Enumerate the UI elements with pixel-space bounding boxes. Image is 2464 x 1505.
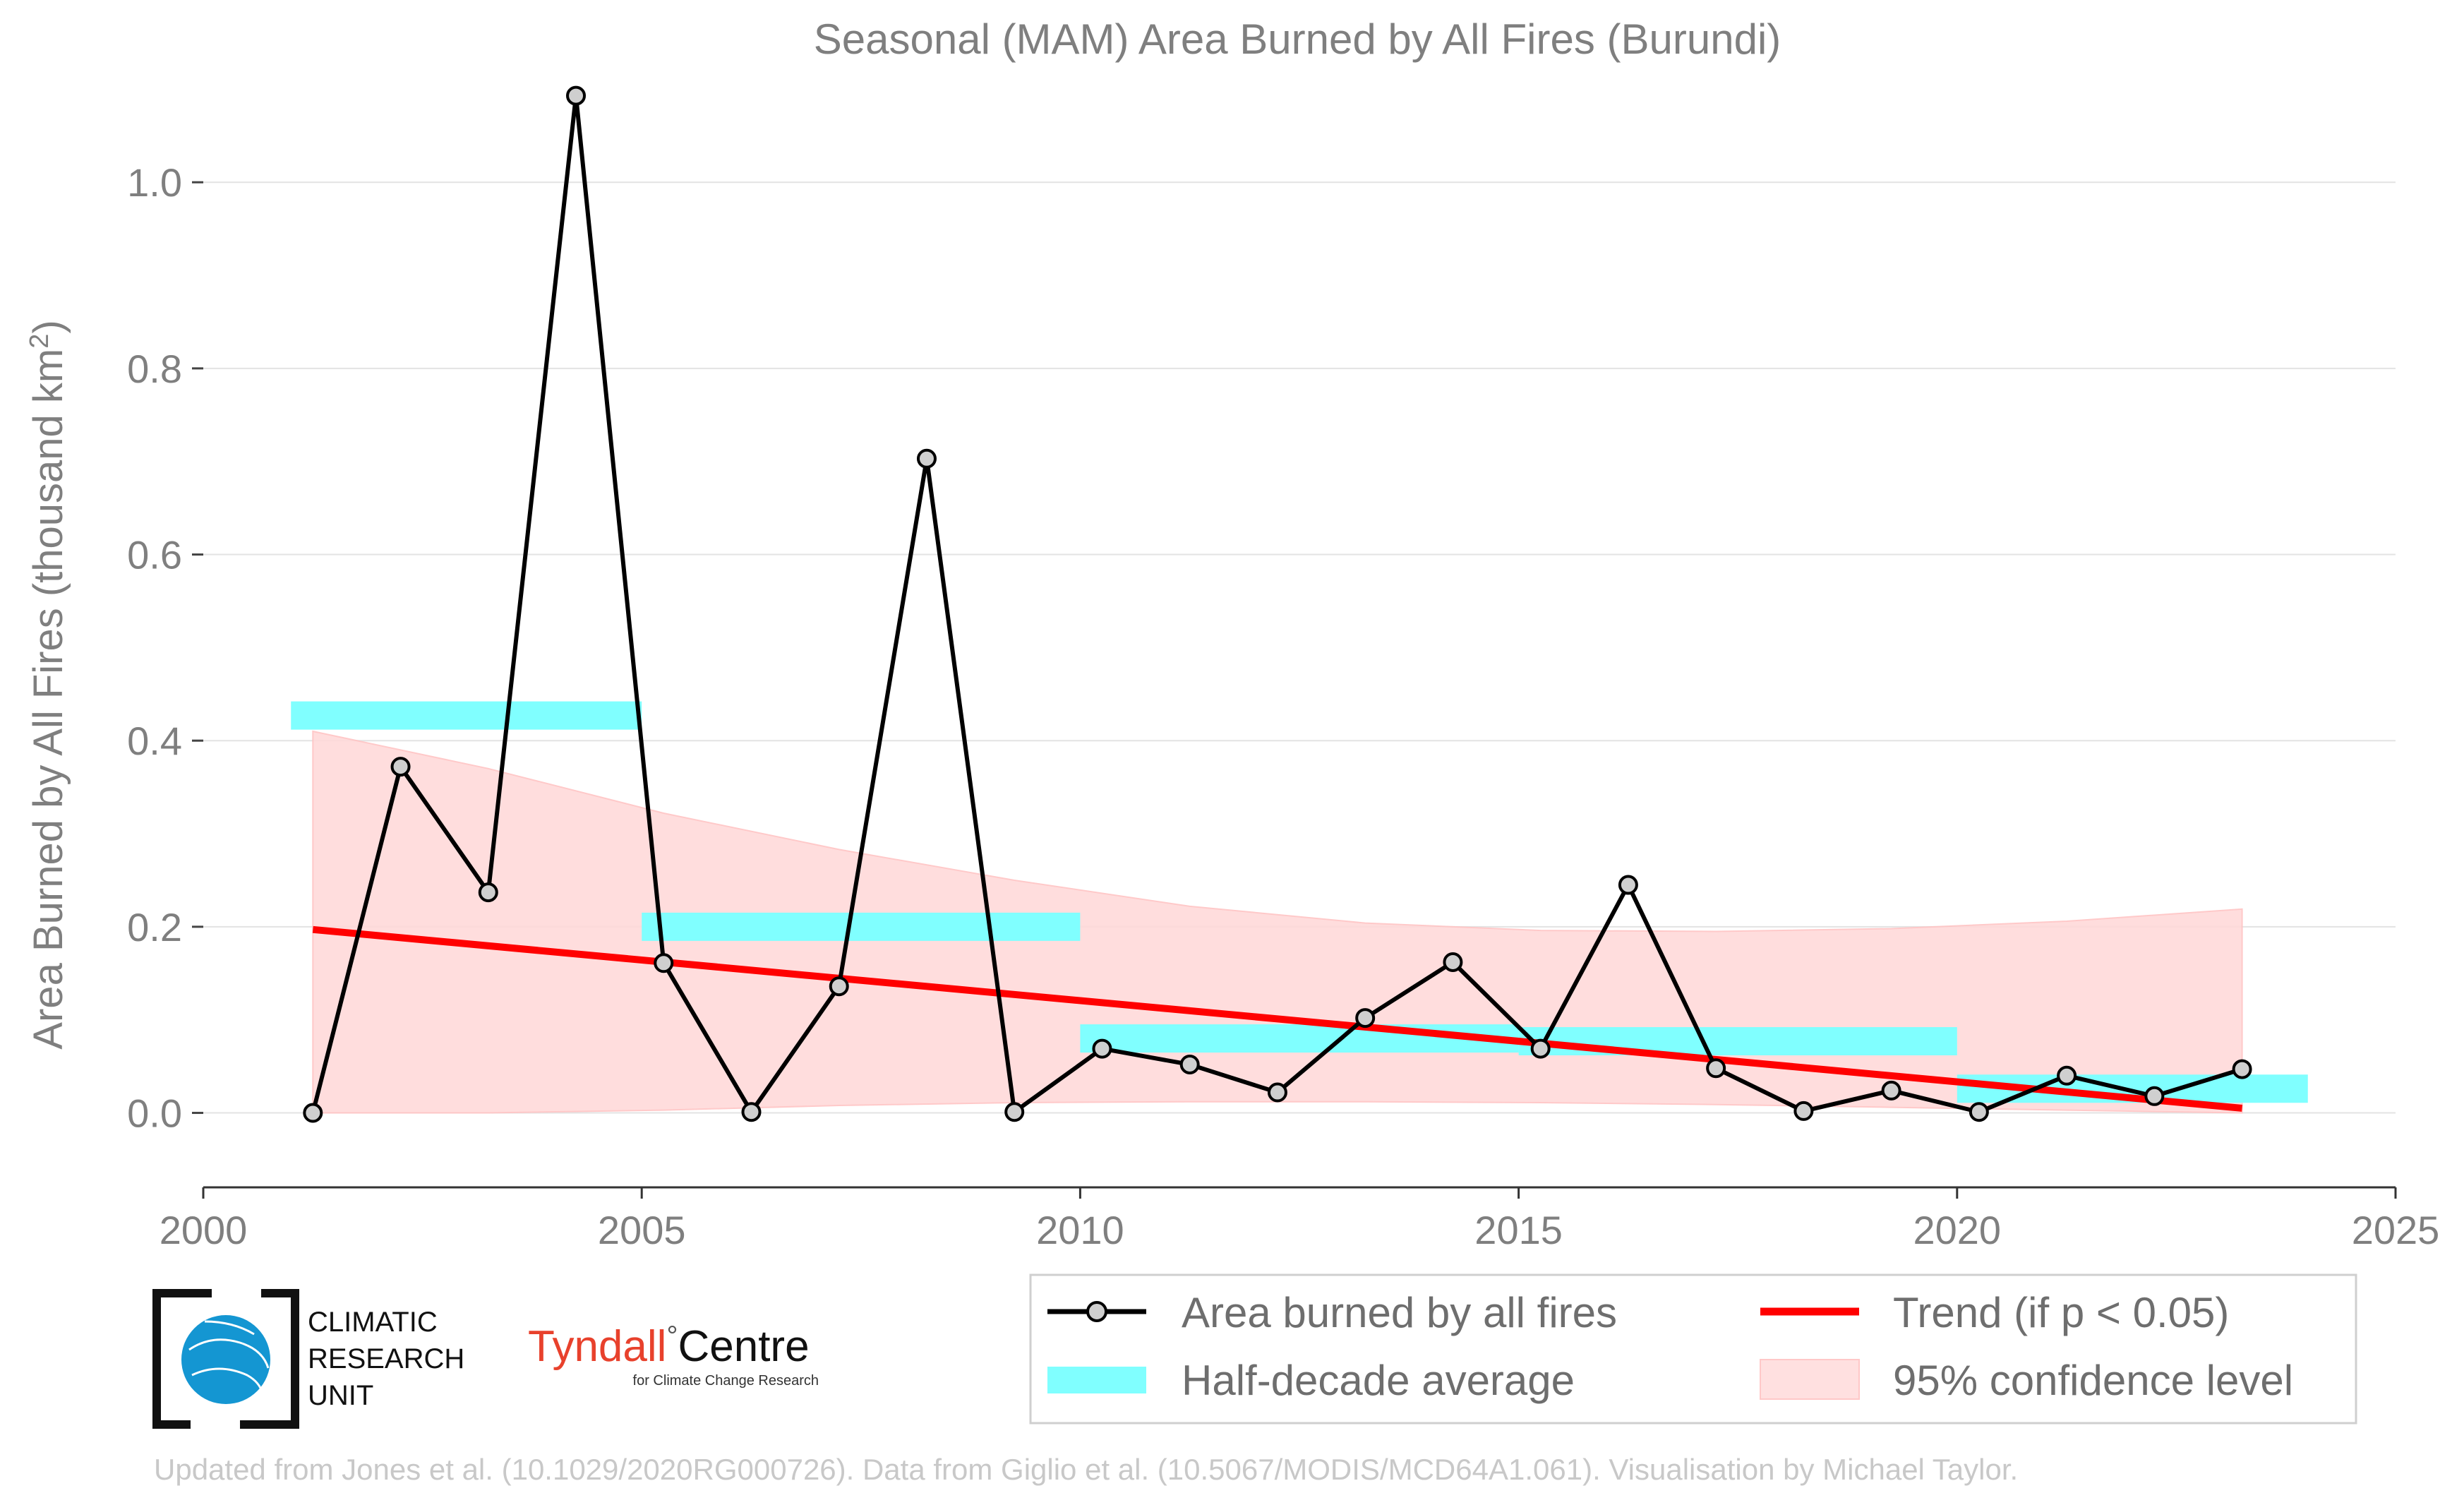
trend-layer	[312, 925, 2243, 1112]
y-ticks: 0.0 0.2 0.4 0.6 0.8 1.0	[127, 160, 203, 1136]
legend-swatch-series-marker	[1086, 1301, 1107, 1322]
tyndall-wordmark: Tyndall°Centre	[528, 1321, 810, 1371]
y-axis-label-main: Area Burned by All Fires (thousand km	[25, 349, 71, 1050]
data-point	[916, 448, 937, 469]
x-tick-label: 2015	[1474, 1208, 1563, 1252]
cru-line-2: RESEARCH	[308, 1343, 464, 1374]
chart-title: Seasonal (MAM) Area Burned by All Fires …	[814, 16, 1781, 63]
data-point	[1881, 1080, 1901, 1101]
data-point	[1706, 1058, 1726, 1079]
data-point	[1443, 952, 1463, 972]
cru-line-3: UNIT	[308, 1380, 373, 1411]
series-layer	[303, 85, 2252, 1123]
data-point	[1267, 1082, 1287, 1103]
x-tick-label: 2000	[160, 1208, 248, 1252]
cru-bracket-right	[240, 1289, 299, 1429]
data-point	[829, 976, 849, 997]
cru-bracket-left	[152, 1289, 212, 1429]
data-point	[2144, 1086, 2165, 1106]
trend-line	[312, 925, 2243, 1112]
data-point	[1092, 1038, 1112, 1059]
cru-globe-icon	[181, 1315, 270, 1404]
data-point	[654, 953, 674, 973]
tyndall-logo: Tyndall°Centre for Climate Change Resear…	[528, 1321, 819, 1389]
cru-line-1: CLIMATIC	[308, 1307, 438, 1338]
y-tick-label: 1.0	[127, 160, 182, 205]
half-decade-bar	[1080, 1024, 1519, 1053]
confidence-band	[312, 730, 2243, 1114]
half-decade-bar	[1518, 1027, 1957, 1056]
legend-frame	[1029, 1273, 2357, 1425]
x-axis: 2000 2005 2010 2015 2020 2025	[160, 1186, 2440, 1252]
data-point	[2057, 1065, 2077, 1086]
data-point	[1355, 1008, 1376, 1029]
legend-label-trend: Trend (if p < 0.05)	[1893, 1289, 2229, 1336]
legend: Area burned by all fires Half-decade ave…	[1029, 1273, 2357, 1425]
data-point	[478, 882, 498, 903]
data-point	[390, 757, 411, 777]
data-point	[2232, 1059, 2252, 1079]
legend-label-half-decade: Half-decade average	[1182, 1357, 1575, 1404]
y-axis-label-sup: 2	[25, 334, 54, 349]
x-tick-label: 2020	[1913, 1208, 2002, 1252]
x-tick-label: 2005	[598, 1208, 686, 1252]
x-tick-label: 2010	[1036, 1208, 1124, 1252]
y-tick-label: 0.6	[127, 533, 182, 577]
tyndall-subtitle: for Climate Change Research	[633, 1373, 819, 1389]
data-point	[1618, 875, 1638, 895]
legend-label-confidence: 95% confidence level	[1893, 1357, 2293, 1404]
y-tick-label: 0.0	[127, 1091, 182, 1136]
data-point	[1793, 1101, 1814, 1121]
cru-globe-swirl	[188, 1320, 270, 1394]
credit-line: Updated from Jones et al. (10.1029/2020R…	[154, 1453, 2018, 1486]
y-axis-label-close: )	[25, 320, 71, 333]
data-point	[303, 1103, 323, 1123]
cru-logo: CLIMATIC RESEARCH UNIT	[152, 1289, 464, 1429]
data-point	[566, 85, 587, 106]
x-tick-label: 2025	[2352, 1208, 2440, 1252]
half-decade-bar	[291, 701, 642, 730]
y-tick-label: 0.2	[127, 905, 182, 949]
data-point	[1530, 1038, 1551, 1059]
legend-swatch-half-decade	[1047, 1367, 1146, 1393]
y-tick-label: 0.4	[127, 719, 182, 763]
legend-label-series: Area burned by all fires	[1182, 1289, 1617, 1336]
confidence-band-layer	[312, 730, 2243, 1114]
half-decade-bar	[642, 912, 1081, 941]
data-point	[741, 1102, 762, 1122]
y-tick-label: 0.8	[127, 347, 182, 391]
data-point	[1004, 1102, 1025, 1122]
data-point	[1179, 1054, 1200, 1074]
data-point	[1969, 1102, 1989, 1122]
legend-swatch-confidence	[1760, 1359, 1860, 1400]
y-axis-label: Area Burned by All Fires (thousand km2)	[25, 320, 71, 1049]
